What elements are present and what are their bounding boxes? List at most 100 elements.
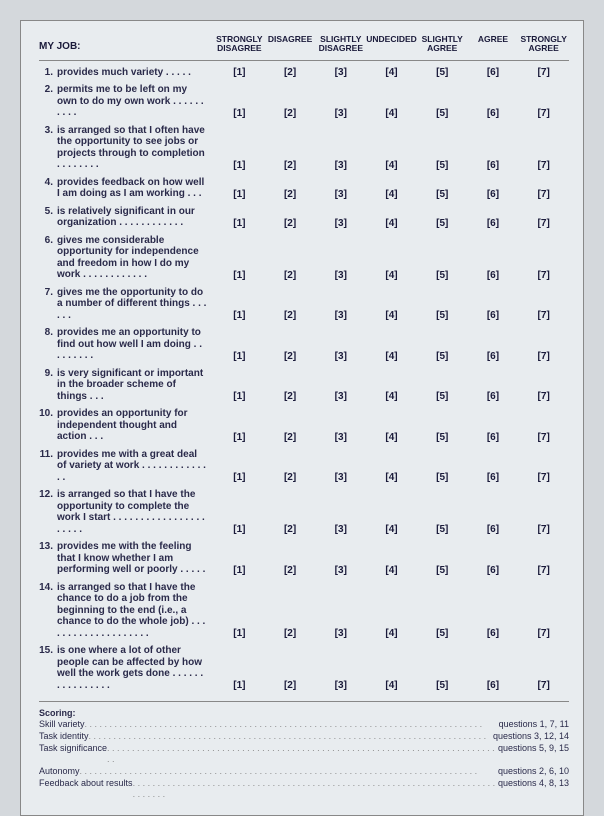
- answer-option[interactable]: [5]: [417, 391, 468, 402]
- answer-option[interactable]: [4]: [366, 680, 417, 691]
- answer-option[interactable]: [7]: [518, 391, 569, 402]
- answer-option[interactable]: [4]: [366, 108, 417, 119]
- answer-option[interactable]: [6]: [468, 108, 519, 119]
- answer-option[interactable]: [6]: [468, 680, 519, 691]
- answer-option[interactable]: [4]: [366, 218, 417, 229]
- answer-option[interactable]: [1]: [214, 67, 265, 78]
- answer-option[interactable]: [6]: [468, 432, 519, 443]
- answer-option[interactable]: [5]: [417, 218, 468, 229]
- answer-option[interactable]: [1]: [214, 680, 265, 691]
- answer-option[interactable]: [7]: [518, 565, 569, 576]
- answer-option[interactable]: [3]: [315, 67, 366, 78]
- answer-option[interactable]: [7]: [518, 472, 569, 483]
- answer-option[interactable]: [3]: [315, 628, 366, 639]
- answer-option[interactable]: [7]: [518, 160, 569, 171]
- answer-option[interactable]: [4]: [366, 524, 417, 535]
- answer-option[interactable]: [3]: [315, 680, 366, 691]
- answer-option[interactable]: [4]: [366, 189, 417, 200]
- answer-option[interactable]: [7]: [518, 189, 569, 200]
- answer-option[interactable]: [1]: [214, 218, 265, 229]
- answer-option[interactable]: [5]: [417, 108, 468, 119]
- answer-option[interactable]: [6]: [468, 160, 519, 171]
- answer-option[interactable]: [6]: [468, 628, 519, 639]
- answer-option[interactable]: [2]: [265, 160, 316, 171]
- answer-option[interactable]: [3]: [315, 351, 366, 362]
- answer-option[interactable]: [5]: [417, 628, 468, 639]
- answer-option[interactable]: [2]: [265, 680, 316, 691]
- answer-option[interactable]: [3]: [315, 270, 366, 281]
- answer-option[interactable]: [7]: [518, 270, 569, 281]
- answer-option[interactable]: [4]: [366, 628, 417, 639]
- answer-option[interactable]: [1]: [214, 432, 265, 443]
- answer-option[interactable]: [1]: [214, 270, 265, 281]
- answer-option[interactable]: [2]: [265, 351, 316, 362]
- answer-option[interactable]: [1]: [214, 189, 265, 200]
- answer-option[interactable]: [7]: [518, 310, 569, 321]
- answer-option[interactable]: [2]: [265, 310, 316, 321]
- answer-option[interactable]: [5]: [417, 524, 468, 535]
- answer-option[interactable]: [5]: [417, 270, 468, 281]
- answer-option[interactable]: [7]: [518, 432, 569, 443]
- answer-option[interactable]: [3]: [315, 472, 366, 483]
- answer-option[interactable]: [6]: [468, 565, 519, 576]
- answer-option[interactable]: [6]: [468, 472, 519, 483]
- answer-option[interactable]: [6]: [468, 189, 519, 200]
- answer-option[interactable]: [4]: [366, 67, 417, 78]
- answer-option[interactable]: [5]: [417, 680, 468, 691]
- answer-option[interactable]: [7]: [518, 218, 569, 229]
- answer-option[interactable]: [2]: [265, 628, 316, 639]
- answer-option[interactable]: [3]: [315, 310, 366, 321]
- answer-option[interactable]: [2]: [265, 432, 316, 443]
- answer-option[interactable]: [7]: [518, 351, 569, 362]
- answer-option[interactable]: [5]: [417, 351, 468, 362]
- answer-option[interactable]: [7]: [518, 524, 569, 535]
- answer-option[interactable]: [6]: [468, 67, 519, 78]
- answer-option[interactable]: [5]: [417, 160, 468, 171]
- answer-option[interactable]: [4]: [366, 472, 417, 483]
- answer-option[interactable]: [2]: [265, 67, 316, 78]
- answer-option[interactable]: [4]: [366, 391, 417, 402]
- answer-option[interactable]: [3]: [315, 108, 366, 119]
- answer-option[interactable]: [4]: [366, 160, 417, 171]
- answer-option[interactable]: [4]: [366, 351, 417, 362]
- answer-option[interactable]: [1]: [214, 310, 265, 321]
- answer-option[interactable]: [1]: [214, 351, 265, 362]
- answer-option[interactable]: [6]: [468, 270, 519, 281]
- answer-option[interactable]: [6]: [468, 310, 519, 321]
- answer-option[interactable]: [2]: [265, 391, 316, 402]
- answer-option[interactable]: [3]: [315, 189, 366, 200]
- answer-option[interactable]: [5]: [417, 189, 468, 200]
- answer-option[interactable]: [6]: [468, 391, 519, 402]
- answer-option[interactable]: [5]: [417, 565, 468, 576]
- answer-option[interactable]: [3]: [315, 565, 366, 576]
- answer-option[interactable]: [3]: [315, 524, 366, 535]
- answer-option[interactable]: [1]: [214, 108, 265, 119]
- answer-option[interactable]: [2]: [265, 270, 316, 281]
- answer-option[interactable]: [2]: [265, 108, 316, 119]
- answer-option[interactable]: [1]: [214, 391, 265, 402]
- answer-option[interactable]: [1]: [214, 628, 265, 639]
- answer-option[interactable]: [1]: [214, 472, 265, 483]
- answer-option[interactable]: [4]: [366, 270, 417, 281]
- answer-option[interactable]: [5]: [417, 432, 468, 443]
- answer-option[interactable]: [2]: [265, 189, 316, 200]
- answer-option[interactable]: [1]: [214, 160, 265, 171]
- answer-option[interactable]: [1]: [214, 565, 265, 576]
- answer-option[interactable]: [5]: [417, 472, 468, 483]
- answer-option[interactable]: [5]: [417, 67, 468, 78]
- answer-option[interactable]: [4]: [366, 310, 417, 321]
- answer-option[interactable]: [3]: [315, 391, 366, 402]
- answer-option[interactable]: [7]: [518, 628, 569, 639]
- answer-option[interactable]: [2]: [265, 565, 316, 576]
- answer-option[interactable]: [3]: [315, 432, 366, 443]
- answer-option[interactable]: [3]: [315, 218, 366, 229]
- answer-option[interactable]: [6]: [468, 351, 519, 362]
- answer-option[interactable]: [5]: [417, 310, 468, 321]
- answer-option[interactable]: [6]: [468, 524, 519, 535]
- answer-option[interactable]: [7]: [518, 680, 569, 691]
- answer-option[interactable]: [4]: [366, 565, 417, 576]
- answer-option[interactable]: [2]: [265, 472, 316, 483]
- answer-option[interactable]: [2]: [265, 524, 316, 535]
- answer-option[interactable]: [2]: [265, 218, 316, 229]
- answer-option[interactable]: [6]: [468, 218, 519, 229]
